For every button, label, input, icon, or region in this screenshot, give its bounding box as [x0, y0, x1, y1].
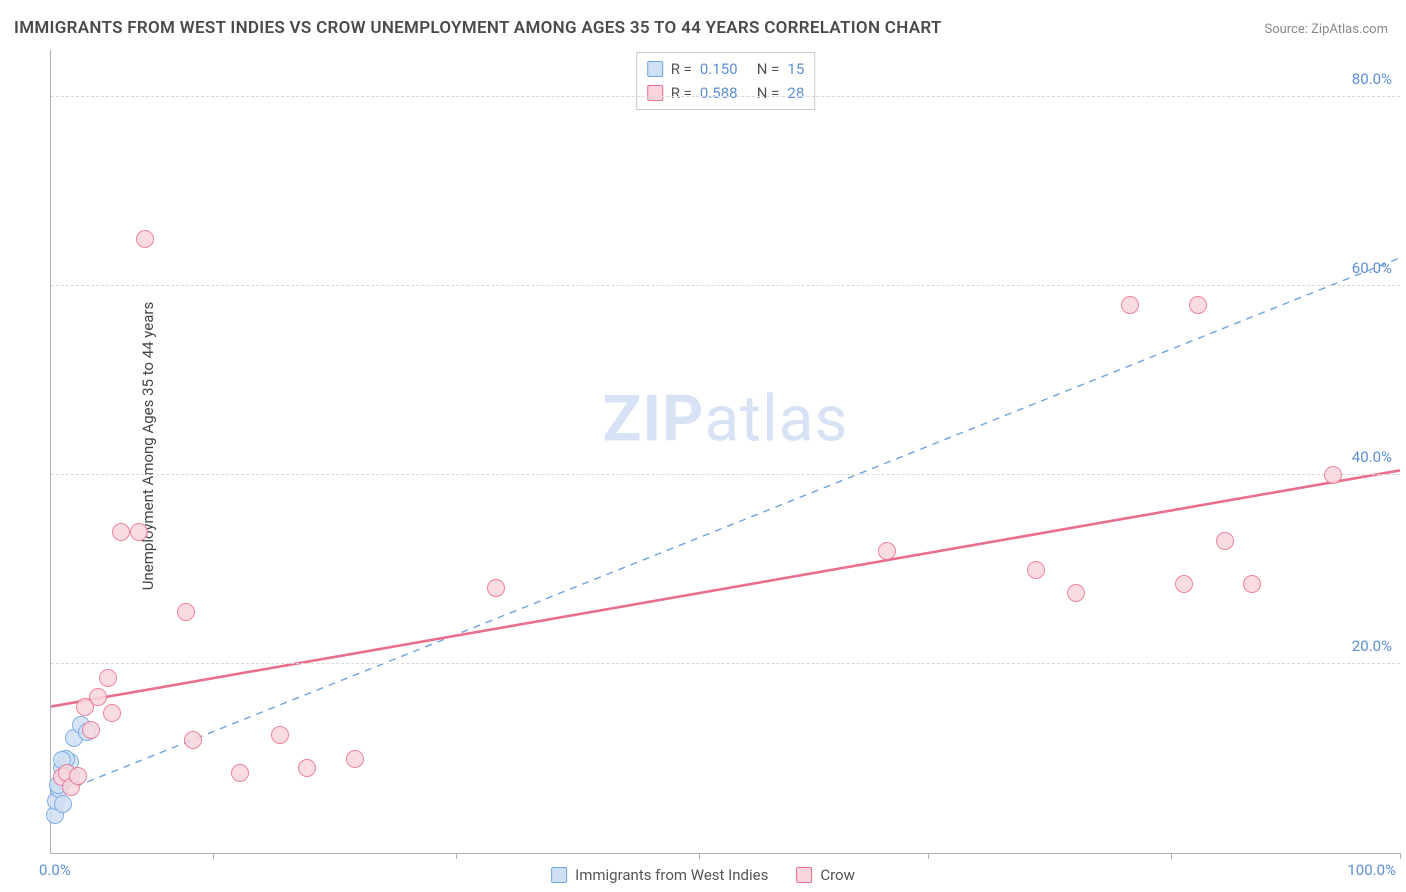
source-attribution: Source: ZipAtlas.com: [1264, 22, 1388, 37]
data-point: [1324, 466, 1342, 484]
data-point: [177, 603, 195, 621]
legend-item: Crow: [796, 866, 855, 884]
data-point: [1243, 575, 1261, 593]
trend-line: [51, 470, 1400, 706]
y-tick-label: 20.0%: [1352, 637, 1392, 655]
legend-item: Immigrants from West Indies: [551, 866, 768, 884]
data-point: [271, 726, 289, 744]
legend-series-name: Immigrants from West Indies: [575, 866, 768, 884]
data-point: [184, 731, 202, 749]
gridline: [51, 663, 1400, 664]
data-point: [231, 764, 249, 782]
data-point: [1027, 561, 1045, 579]
data-point: [1216, 532, 1234, 550]
y-tick-label: 60.0%: [1352, 259, 1392, 277]
data-point: [1175, 575, 1193, 593]
legend-swatch: [796, 867, 812, 883]
plot-area: ZIPatlas R = 0.150 N = 15R = 0.588 N = 2…: [50, 50, 1400, 854]
data-point: [99, 669, 117, 687]
data-point: [1121, 296, 1139, 314]
data-point: [130, 523, 148, 541]
x-tick: [1400, 853, 1401, 859]
data-point: [69, 767, 87, 785]
legend-series-name: Crow: [820, 866, 855, 884]
data-point: [487, 579, 505, 597]
x-tick: [213, 853, 214, 859]
x-tick: [1171, 853, 1172, 859]
data-point: [112, 523, 130, 541]
data-point: [89, 688, 107, 706]
trend-line: [51, 258, 1400, 796]
data-point: [82, 721, 100, 739]
x-axis-max-label: 100.0%: [1347, 861, 1396, 879]
chart-title: IMMIGRANTS FROM WEST INDIES VS CROW UNEM…: [14, 18, 942, 38]
x-tick: [928, 853, 929, 859]
y-tick-label: 80.0%: [1352, 70, 1392, 88]
gridline: [51, 285, 1400, 286]
data-point: [136, 230, 154, 248]
data-point: [1067, 584, 1085, 602]
x-tick: [699, 853, 700, 859]
legend-swatch: [551, 867, 567, 883]
gridline: [51, 96, 1400, 97]
series-legend: Immigrants from West Indies Crow: [551, 866, 855, 884]
data-point: [298, 759, 316, 777]
trend-lines-layer: [51, 50, 1400, 853]
y-tick-label: 40.0%: [1352, 448, 1392, 466]
x-axis-min-label: 0.0%: [39, 861, 71, 879]
data-point: [103, 704, 121, 722]
x-tick: [456, 853, 457, 859]
gridline: [51, 474, 1400, 475]
data-point: [54, 795, 72, 813]
data-point: [1189, 296, 1207, 314]
data-point: [878, 542, 896, 560]
data-point: [346, 750, 364, 768]
